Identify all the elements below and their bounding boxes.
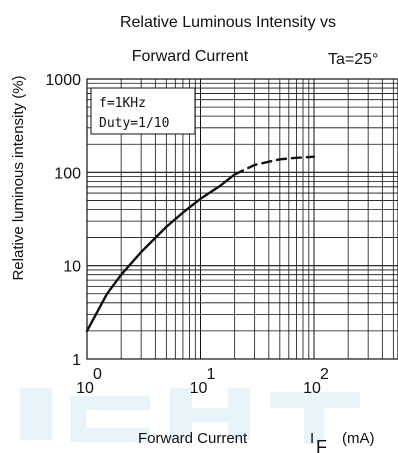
series-lines [85,155,316,333]
legend-frequency: f=1KHz [99,96,146,111]
legend-box-frame [90,87,196,135]
x-axis-symbol: I [310,430,314,447]
series-line-dashed [233,155,316,176]
condition-label: Ta=25° [328,51,378,68]
x-axis-unit: (mA) [342,430,375,447]
y-tick-label: 1 [72,352,81,369]
y-tick-label: 100 [54,165,81,182]
y-axis-label: Relative luminous intensity (%) [10,75,27,280]
x-axis-subscript: F [316,437,327,453]
x-tick-exponent: 2 [320,366,329,383]
plot-frame [86,78,398,360]
x-tick-base: 10 [190,380,208,397]
x-tick-exponent: 0 [93,366,102,383]
chart-title-line2: Forward Current [132,48,249,65]
watermark-logo [20,388,360,444]
x-tick-exponent: 1 [207,366,216,383]
legend-duty: Duty=1/10 [99,116,169,131]
x-tick-base: 10 [303,380,321,397]
y-tick-label: 10 [63,259,81,276]
series-line-solid [85,173,236,333]
chart-title-line1: Relative Luminous Intensity vs [120,14,336,31]
x-tick-base: 10 [76,380,94,397]
x-axis-label: Forward Current [138,430,248,447]
legend-box: f=1KHz Duty=1/10 [90,87,196,135]
y-tick-label: 1000 [45,72,81,89]
y-tick-labels: 1 10 100 1000 [45,72,81,369]
